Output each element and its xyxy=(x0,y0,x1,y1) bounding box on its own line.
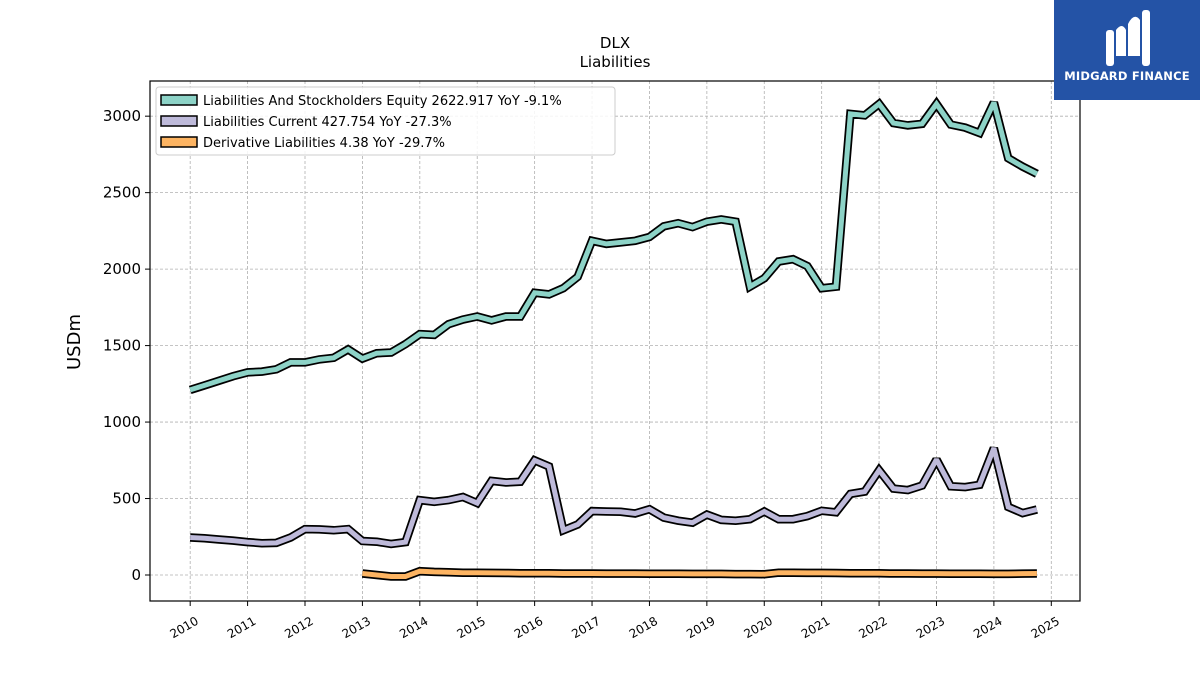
legend-label-2: Derivative Liabilities 4.38 YoY -29.7% xyxy=(203,136,445,151)
series-line-2 xyxy=(362,568,1037,579)
y-axis-label: USDm xyxy=(64,314,85,370)
x-tick-label: 2022 xyxy=(856,614,889,641)
chart-title: DLX xyxy=(600,34,630,52)
x-tick-label: 2021 xyxy=(799,614,832,641)
x-tick-label: 2018 xyxy=(627,614,660,641)
series-lines xyxy=(188,96,1039,581)
legend-swatch-1 xyxy=(160,115,198,127)
x-tick-label: 2023 xyxy=(914,614,947,641)
x-tick-label: 2019 xyxy=(684,614,717,641)
x-tick-label: 2010 xyxy=(167,614,200,641)
plot-frame xyxy=(149,80,1081,602)
y-tick-label: 500 xyxy=(112,490,141,508)
brand-name: MIDGARD FINANCE xyxy=(1064,69,1190,83)
x-tick-label: 2017 xyxy=(569,614,602,641)
x-tick-label: 2016 xyxy=(512,614,545,641)
legend-box xyxy=(155,86,616,156)
y-tick-label: 2500 xyxy=(103,184,141,202)
y-tick-label: 3000 xyxy=(103,107,141,125)
legend-label-1: Liabilities Current 427.754 YoY -27.3% xyxy=(203,115,452,130)
x-tick-label: 2014 xyxy=(397,614,430,641)
grid-lines xyxy=(150,81,1080,601)
x-tick-label: 2024 xyxy=(971,614,1004,641)
chart-subtitle: Liabilities xyxy=(580,53,651,71)
brand-logo: MIDGARD FINANCE xyxy=(1054,0,1200,100)
series-line-0 xyxy=(189,99,1039,393)
y-tick-label: 1000 xyxy=(103,413,141,431)
x-tick-label: 2011 xyxy=(225,614,258,641)
legend-label-0: Liabilities And Stockholders Equity 2622… xyxy=(203,94,562,109)
x-tick-label: 2013 xyxy=(340,614,373,641)
y-tick-label: 0 xyxy=(131,566,141,584)
x-tick-label: 2025 xyxy=(1029,614,1062,641)
y-tick-label: 2000 xyxy=(103,260,141,278)
y-tick-label: 1500 xyxy=(103,337,141,355)
x-tick-label: 2012 xyxy=(282,614,315,641)
series-line-1 xyxy=(190,447,1038,547)
x-tick-label: 2015 xyxy=(454,614,487,641)
legend-swatch-0 xyxy=(160,94,198,106)
legend-swatch-2 xyxy=(160,136,198,148)
x-tick-label: 2020 xyxy=(742,614,775,641)
midgard-m-logo-icon xyxy=(1106,10,1150,66)
legend: Liabilities And Stockholders Equity 2622… xyxy=(155,86,616,156)
